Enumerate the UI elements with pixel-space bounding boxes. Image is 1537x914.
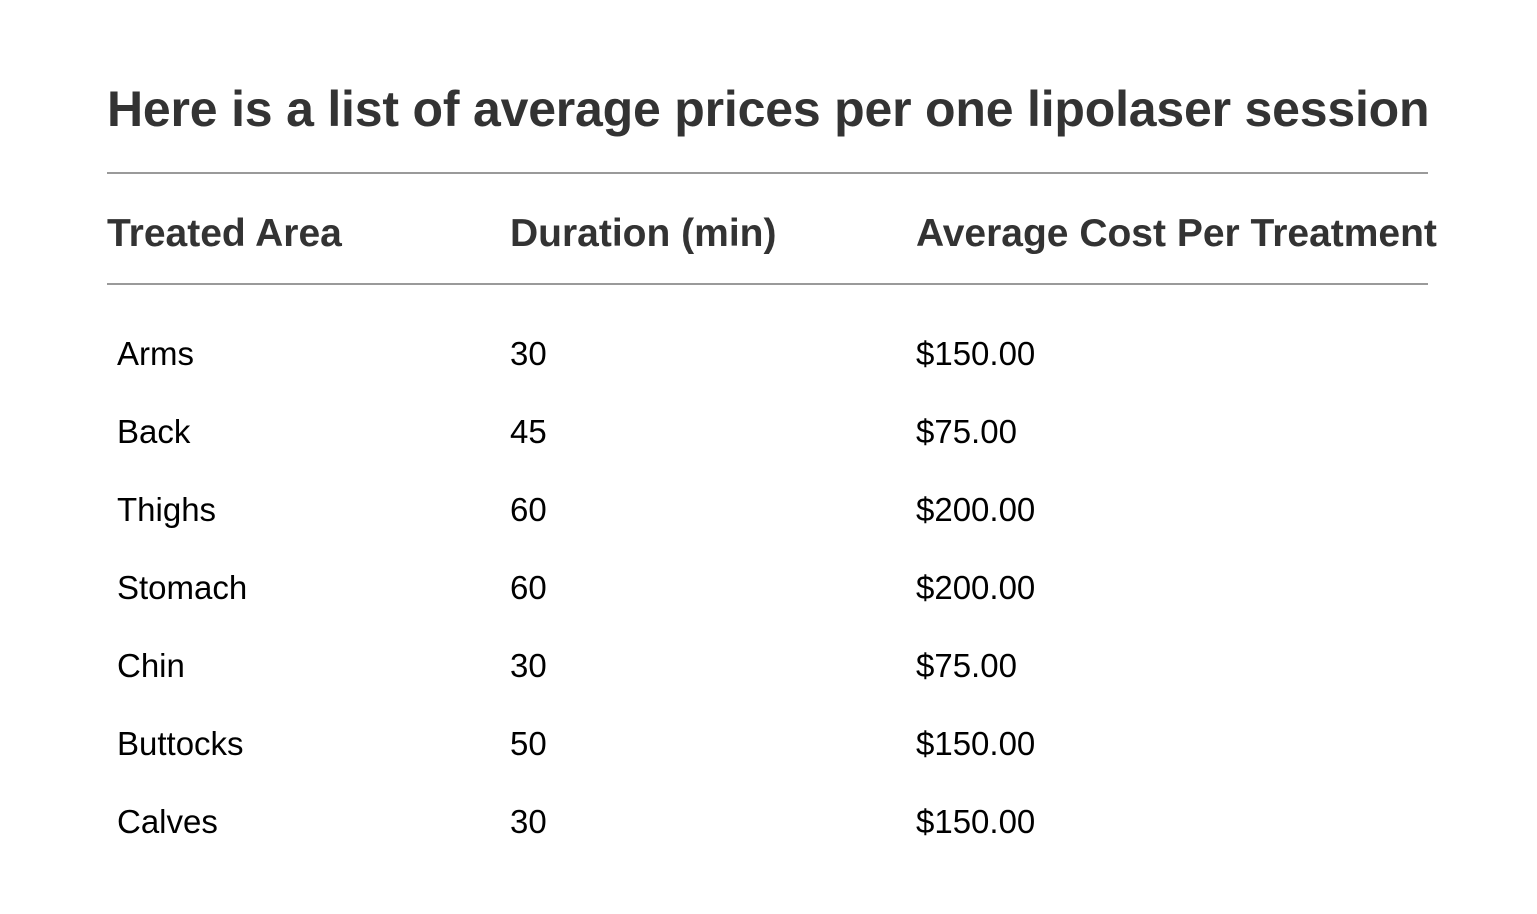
header-duration: Duration (min) [510,212,777,255]
cell-treated-area: Stomach [117,569,248,606]
cell-duration: 60 [510,491,547,528]
cell-treated-area: Chin [117,647,185,684]
table-row: Calves 30 $150.00 [107,792,1428,870]
cell-duration: 30 [510,647,547,684]
cell-treated-area: Back [117,413,191,450]
cell-duration: 30 [510,803,547,840]
cell-average-cost: $150.00 [916,335,1036,372]
cell-average-cost: $200.00 [916,491,1036,528]
table-row: Buttocks 50 $150.00 [107,714,1428,792]
cell-average-cost: $150.00 [916,725,1036,762]
cell-duration: 45 [510,413,547,450]
cell-duration: 30 [510,335,547,372]
cell-duration: 50 [510,725,547,762]
table-row: Stomach 60 $200.00 [107,558,1428,636]
cell-average-cost: $150.00 [916,803,1036,840]
cell-treated-area: Buttocks [117,725,244,762]
page-title: Here is a list of average prices per one… [107,81,1430,137]
cell-average-cost: $200.00 [916,569,1036,606]
cell-average-cost: $75.00 [916,413,1017,450]
header-divider [107,283,1428,285]
table-row: Chin 30 $75.00 [107,636,1428,714]
cell-treated-area: Thighs [117,491,217,528]
header-average-cost: Average Cost Per Treatment [916,212,1437,255]
header-treated-area: Treated Area [107,212,342,255]
cell-duration: 60 [510,569,547,606]
table-body: Arms 30 $150.00 Back 45 $75.00 Thighs 60… [107,324,1428,870]
table-header-row: Treated Area Duration (min) Average Cost… [107,204,1437,264]
title-divider [107,172,1428,174]
cell-treated-area: Calves [117,803,218,840]
table-row: Back 45 $75.00 [107,402,1428,480]
table-row: Thighs 60 $200.00 [107,480,1428,558]
cell-treated-area: Arms [117,335,194,372]
table-row: Arms 30 $150.00 [107,324,1428,402]
cell-average-cost: $75.00 [916,647,1017,684]
